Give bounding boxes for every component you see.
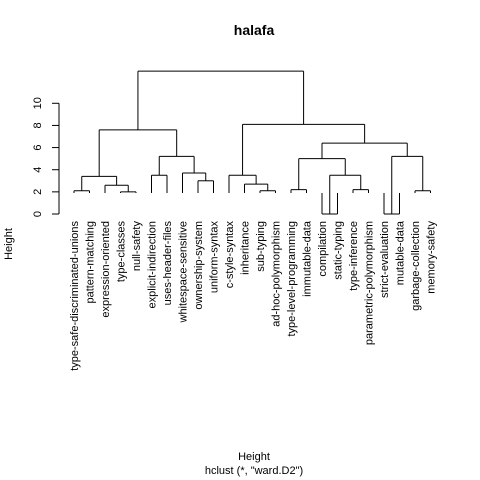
y-tick-label: 4 xyxy=(32,167,44,173)
y-axis-label: Height xyxy=(3,228,15,260)
y-tick-label: 6 xyxy=(32,145,44,151)
leaf-label: sub-typing xyxy=(255,221,267,272)
leaf-label: uniform-syntax xyxy=(209,221,221,294)
y-tick-label: 10 xyxy=(32,97,44,109)
leaf-label: explicit-indirection xyxy=(147,221,159,308)
leaf-label: whitespace-sensitive xyxy=(178,221,190,324)
dendrogram-tree xyxy=(73,70,431,215)
leaf-label: type-inference xyxy=(348,221,360,291)
leaf-label: compilation xyxy=(317,221,329,277)
chart-title: halafa xyxy=(234,22,275,38)
leaf-label: c-style-syntax xyxy=(224,221,236,289)
y-axis: 0 2 4 6 8 10 xyxy=(32,97,60,217)
leaf-label: null-safety xyxy=(131,221,143,272)
leaf-label: static-typing xyxy=(333,221,345,280)
y-tick-label: 8 xyxy=(32,122,44,128)
leaf-label: pattern-matching xyxy=(85,221,97,304)
leaf-label: memory-safety xyxy=(426,221,438,294)
y-tick-label: 2 xyxy=(32,189,44,195)
chart-subtitle: hclust (*, "ward.D2") xyxy=(205,465,303,477)
leaf-label: ad-hoc-polymorphism xyxy=(271,221,283,327)
leaf-labels: type-safe-discriminated-unions pattern-ma… xyxy=(69,220,438,371)
leaf-label: ownership-system xyxy=(193,221,205,310)
leaf-label: garbage-collection xyxy=(410,221,422,311)
leaf-label: immutable-data xyxy=(302,220,314,297)
x-axis-label: Height xyxy=(238,451,270,463)
leaf-label: type-classes xyxy=(116,221,128,283)
y-tick-label: 0 xyxy=(32,211,44,217)
leaf-label: type-level-programming xyxy=(286,221,298,337)
leaf-label: mutable-data xyxy=(395,220,407,285)
leaf-label: expression-oriented xyxy=(100,221,112,318)
leaf-label: inheritance xyxy=(240,221,252,275)
leaf-label: uses-header-files xyxy=(162,221,174,306)
leaf-label: type-safe-discriminated-unions xyxy=(69,221,81,371)
leaf-label: strict-evaluation xyxy=(379,221,391,298)
leaf-label: parametric-polymorphism xyxy=(364,221,376,345)
